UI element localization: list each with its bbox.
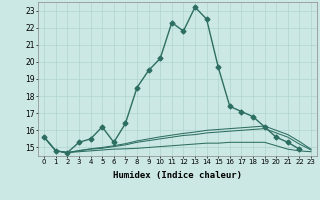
X-axis label: Humidex (Indice chaleur): Humidex (Indice chaleur) <box>113 171 242 180</box>
